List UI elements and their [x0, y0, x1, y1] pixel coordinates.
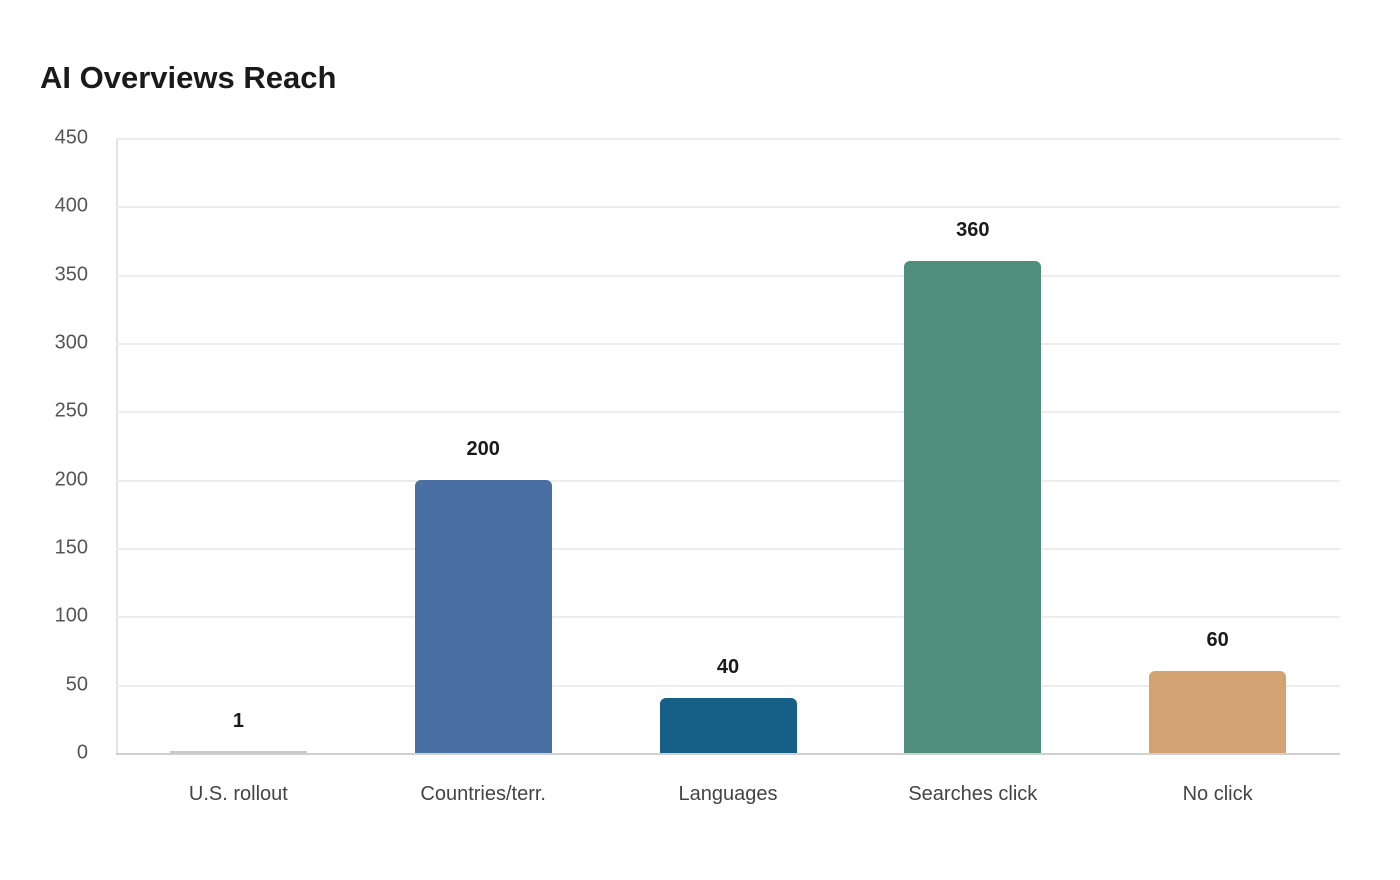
gridline	[116, 206, 1340, 209]
y-tick-label: 400	[54, 194, 88, 217]
y-tick-label: 300	[54, 331, 88, 354]
y-tick-label: 100	[54, 604, 88, 627]
y-tick-label: 200	[54, 468, 88, 491]
gridline	[116, 138, 1340, 140]
plot-area: 1 200 40 360 60	[116, 138, 1340, 755]
y-tick-label: 450	[54, 126, 88, 149]
gridline	[116, 684, 1340, 687]
x-axis-line	[116, 753, 1340, 755]
gridline	[116, 548, 1340, 550]
x-tick-label: No click	[1182, 783, 1253, 805]
y-tick-label: 350	[54, 263, 88, 286]
y-tick-label: 250	[54, 399, 88, 422]
x-tick-label: Searches click	[908, 783, 1038, 805]
bar[interactable]	[169, 751, 307, 753]
x-tick-label: Countries/terr.	[420, 783, 546, 805]
bar-value-label: 1	[232, 709, 244, 732]
y-tick-label: 50	[65, 673, 88, 696]
y-tick-label: 150	[54, 536, 88, 559]
gridline	[116, 616, 1340, 619]
gridline	[116, 479, 1340, 482]
bar[interactable]	[414, 479, 552, 753]
x-tick-label: U.S. rollout	[188, 783, 288, 805]
gridline	[116, 411, 1340, 414]
x-tick-label: Languages	[678, 783, 778, 805]
bar[interactable]	[659, 698, 797, 753]
gridline	[116, 274, 1340, 277]
gridline	[116, 343, 1340, 345]
y-axis-line	[116, 138, 118, 753]
bar-value-label: 360	[956, 219, 990, 241]
bar-value-label: 200	[466, 437, 500, 460]
bar-value-label: 60	[1206, 629, 1229, 651]
y-tick-label: 0	[76, 741, 88, 764]
bar[interactable]	[904, 261, 1042, 753]
bar-value-label: 40	[716, 656, 740, 679]
chart-title: AI Overviews Reach	[40, 60, 337, 95]
bar[interactable]	[1149, 671, 1287, 753]
